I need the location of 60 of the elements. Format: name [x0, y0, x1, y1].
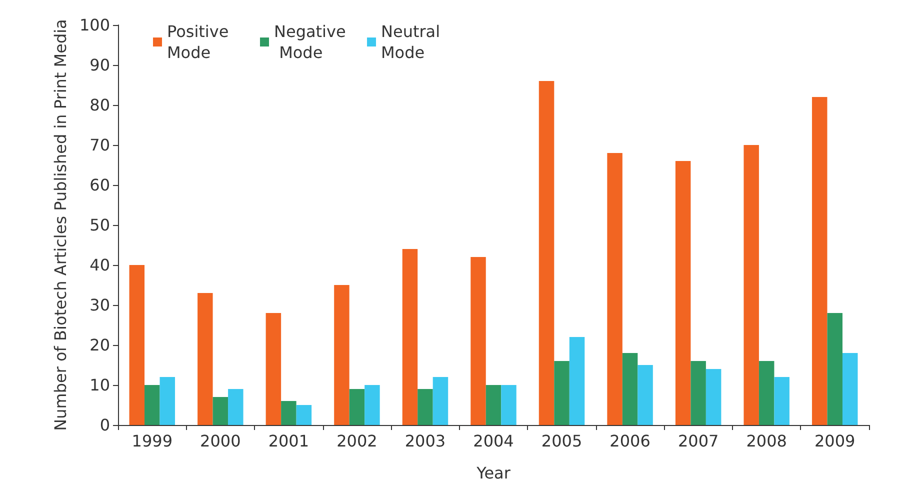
bar	[744, 145, 759, 425]
x-tick-label: 2001	[268, 432, 310, 450]
bar	[486, 385, 502, 425]
bar	[690, 361, 706, 425]
bar	[622, 353, 638, 425]
bar	[812, 97, 828, 425]
bar	[418, 389, 433, 425]
x-tick-label: 2000	[200, 432, 241, 450]
bar	[212, 397, 228, 425]
x-axis-title: Year	[476, 464, 511, 482]
x-tick-label: 2007	[678, 432, 719, 450]
bar	[501, 385, 516, 425]
bar	[129, 265, 145, 425]
bar	[228, 389, 244, 425]
bar	[402, 249, 418, 425]
y-tick-label: 20	[90, 336, 110, 354]
y-tick-label: 60	[90, 176, 110, 194]
bar	[198, 293, 213, 425]
y-tick-label: 30	[90, 296, 110, 314]
bar	[638, 365, 653, 425]
bar	[281, 401, 296, 425]
bar	[706, 369, 722, 425]
x-tick-label: 2003	[404, 432, 446, 450]
bar	[758, 361, 774, 425]
y-tick-label: 10	[90, 376, 110, 394]
bar	[432, 377, 448, 425]
bar	[364, 385, 380, 425]
bar	[827, 313, 842, 425]
x-tick-label: 2009	[814, 432, 856, 450]
x-tick-label: 2002	[336, 432, 378, 450]
legend-label: Neutral Mode	[381, 22, 446, 62]
bar	[675, 161, 691, 425]
y-tick-label: 70	[90, 136, 110, 154]
bar	[296, 405, 312, 425]
x-tick-label: 2006	[610, 432, 650, 450]
bar	[144, 385, 160, 425]
y-axis-title: Number of Biotech Articles Published in Print Media	[51, 19, 70, 431]
y-tick-label: 100	[79, 16, 110, 34]
bar	[538, 81, 554, 425]
y-tick-label: 80	[90, 96, 110, 114]
bar	[349, 389, 365, 425]
y-tick-label: 50	[90, 216, 110, 234]
bar	[160, 377, 176, 425]
y-tick-label: 0	[100, 416, 110, 434]
legend-label: Negative Mode	[274, 22, 346, 62]
y-tick-label: 90	[90, 56, 110, 74]
bar	[607, 153, 622, 425]
bar	[554, 361, 570, 425]
x-tick-label: 2005	[541, 432, 582, 450]
bar	[569, 337, 585, 425]
x-tick-label: 2008	[746, 432, 787, 450]
x-tick-label: 2004	[473, 432, 514, 450]
bar	[266, 313, 282, 425]
y-tick-label: 40	[90, 256, 110, 274]
legend-label: Positive Mode	[167, 22, 234, 62]
bar	[842, 353, 858, 425]
bar	[774, 377, 790, 425]
x-tick-label: 1999	[132, 432, 172, 450]
bar	[334, 285, 350, 425]
bar	[470, 257, 486, 425]
